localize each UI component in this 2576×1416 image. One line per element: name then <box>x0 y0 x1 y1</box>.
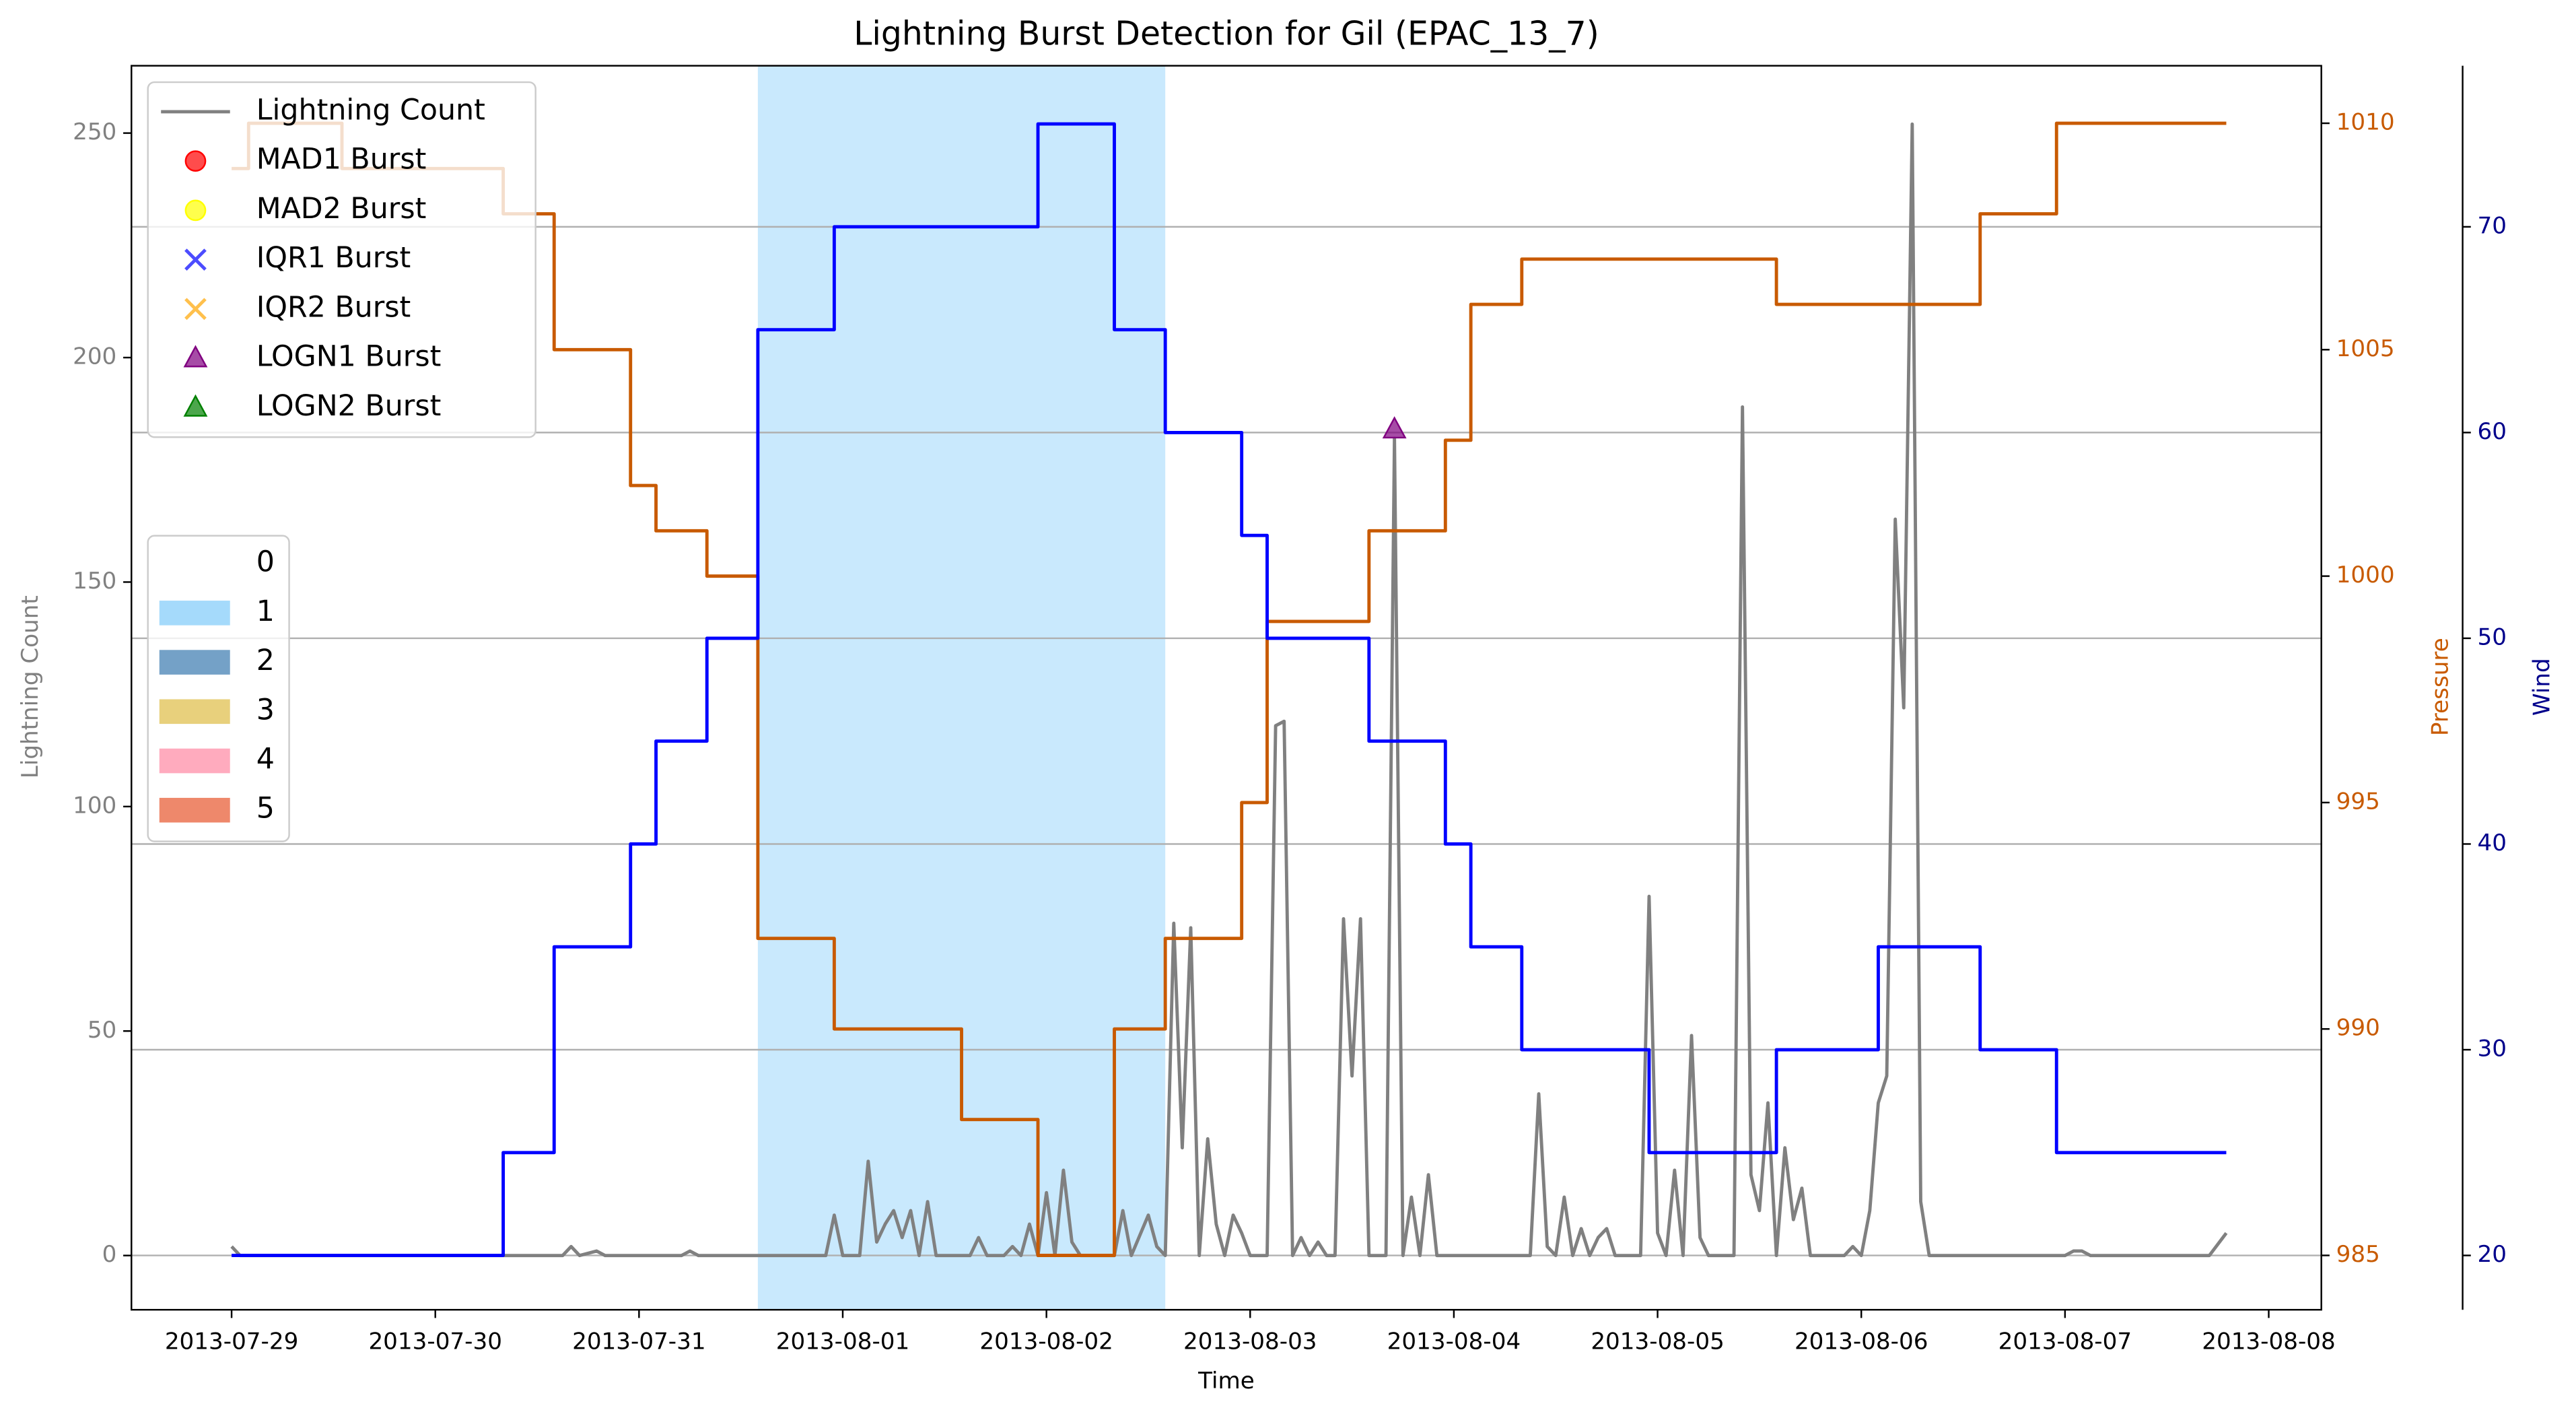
legend-handle <box>184 199 207 222</box>
legend-handle <box>183 394 208 417</box>
series-line <box>230 122 2228 1258</box>
legend-label: LOGN2 Burst <box>256 389 442 423</box>
burst-marker <box>1382 416 1407 439</box>
y3-tick-label: 70 <box>2478 212 2507 239</box>
legend-label: MAD2 Burst <box>256 192 427 226</box>
y3-tick-label: 50 <box>2478 623 2507 650</box>
y3-tick-label: 60 <box>2478 418 2507 445</box>
y-tick-label: 50 <box>88 1017 116 1044</box>
legend-swatch <box>159 699 230 724</box>
legend-label: 1 <box>256 595 275 628</box>
x-tick-label: 2013-08-04 <box>1387 1328 1521 1355</box>
y-tick-label: 150 <box>73 568 116 595</box>
legend-label: Lightning Count <box>256 93 485 127</box>
y-axis-label: Lightning Count <box>17 595 44 778</box>
legend-label: IQR1 Burst <box>256 241 411 275</box>
legend-label: MAD1 Burst <box>256 143 427 176</box>
legend-handle <box>184 248 207 271</box>
legend-swatch <box>159 748 230 774</box>
y-tick-label: 100 <box>73 792 116 819</box>
y3-tick-label: 40 <box>2478 830 2507 856</box>
y2-tick-label: 990 <box>2336 1015 2380 1042</box>
axes-layer: 2013-07-29 2013-07-30 2013-07-31 2013-08-01… <box>73 109 2507 1355</box>
x-tick-label: 2013-08-01 <box>776 1328 910 1355</box>
legend-swatch <box>159 551 230 576</box>
legend-label: 5 <box>256 792 275 825</box>
burst-layer <box>1382 416 1407 439</box>
legend-swatch <box>159 797 230 823</box>
x-tick-label: 2013-08-08 <box>2202 1328 2335 1355</box>
x-tick-label: 2013-07-29 <box>165 1328 298 1355</box>
y2-tick-label: 985 <box>2336 1241 2380 1268</box>
x-axis-label: Time <box>1197 1368 1255 1394</box>
x-tick-label: 2013-08-05 <box>1591 1328 1725 1355</box>
legend-label: IQR2 Burst <box>256 290 411 324</box>
y2-tick-label: 1005 <box>2336 335 2395 362</box>
x-tick-label: 2013-08-02 <box>979 1328 1113 1355</box>
y2-tick-label: 1010 <box>2336 109 2395 136</box>
y2-axis-label: Pressure <box>2427 638 2453 736</box>
x-tick-label: 2013-08-06 <box>1795 1328 1928 1355</box>
chart-title: Lightning Burst Detection for Gil (EPAC_… <box>854 15 1599 53</box>
legend-label: 2 <box>256 644 275 677</box>
legend-handle <box>184 150 207 172</box>
x-tick-label: 2013-08-07 <box>1998 1328 2132 1355</box>
legend-handle <box>183 345 208 368</box>
legend-layer: Lightning Count MAD1 Burst MAD2 Burst IQR1 … <box>159 93 485 825</box>
span-layer <box>757 65 1166 1310</box>
x-tick-label: 2013-07-31 <box>572 1328 706 1355</box>
y-tick-label: 0 <box>102 1241 117 1268</box>
x-tick-label: 2013-08-03 <box>1183 1328 1317 1355</box>
y3-axis-label: Wind <box>2529 658 2556 716</box>
y-tick-label: 200 <box>73 343 116 370</box>
series-line <box>232 121 2227 1257</box>
legend-label: 4 <box>256 743 275 776</box>
x-tick-label: 2013-07-30 <box>368 1328 502 1355</box>
series-line <box>232 122 2227 1257</box>
legend-swatch <box>159 601 230 626</box>
y2-tick-label: 995 <box>2336 788 2380 815</box>
legend-swatch <box>159 650 230 675</box>
legend-label: 0 <box>256 545 275 579</box>
series-layer <box>230 121 2228 1258</box>
y-tick-label: 250 <box>73 119 116 145</box>
plot-frame <box>131 65 2322 1311</box>
legend-handle <box>184 298 207 321</box>
legend-label: LOGN1 Burst <box>256 340 442 374</box>
y2-tick-label: 1000 <box>2336 562 2395 588</box>
shaded-span <box>757 65 1166 1310</box>
legend-box <box>147 81 536 438</box>
legend-label: 3 <box>256 693 275 727</box>
y3-tick-label: 30 <box>2478 1036 2507 1063</box>
y3-tick-label: 20 <box>2478 1241 2507 1268</box>
